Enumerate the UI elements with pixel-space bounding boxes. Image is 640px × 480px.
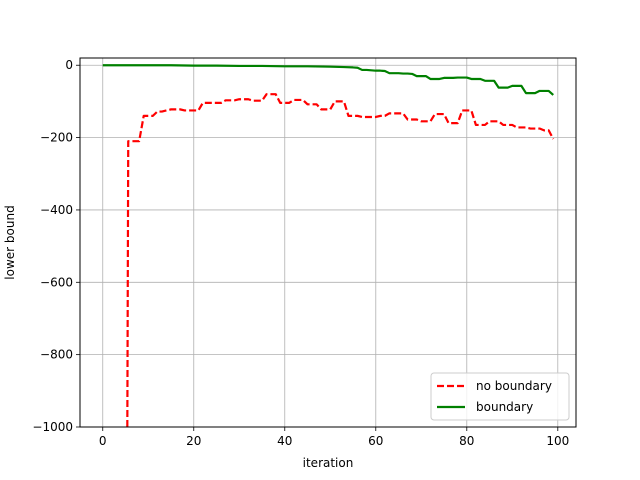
y-axis-label: lower bound <box>3 205 17 279</box>
grid-lines <box>80 58 576 428</box>
series-lines <box>102 64 555 427</box>
x-tick-label: 20 <box>186 434 201 448</box>
x-tick-label: 0 <box>99 434 107 448</box>
y-tick-label: −800 <box>40 348 73 362</box>
legend-label-no-boundary: no boundary <box>476 379 552 393</box>
x-tick-label: 40 <box>277 434 292 448</box>
y-tick-label: −200 <box>40 131 73 145</box>
y-tick-label: −400 <box>40 203 73 217</box>
y-tick-label: −600 <box>40 275 73 289</box>
x-tick-label: 60 <box>368 434 383 448</box>
x-tick-label: 80 <box>459 434 474 448</box>
series-line-boundary <box>102 64 554 96</box>
legend-box <box>430 372 570 421</box>
axis-ticks: 0 20 40 60 80 100 0 −200 −400 −600 −800 −1000 <box>32 58 569 448</box>
series-line-no-boundary <box>126 93 555 427</box>
x-axis-label: iteration <box>303 456 354 470</box>
plot-frame <box>79 57 577 428</box>
y-tick-label: −1000 <box>32 420 73 434</box>
x-tick-label: 100 <box>546 434 569 448</box>
legend-label-boundary: boundary <box>476 400 533 414</box>
legend: no boundary boundary <box>430 372 570 421</box>
y-tick-label: 0 <box>65 58 73 72</box>
